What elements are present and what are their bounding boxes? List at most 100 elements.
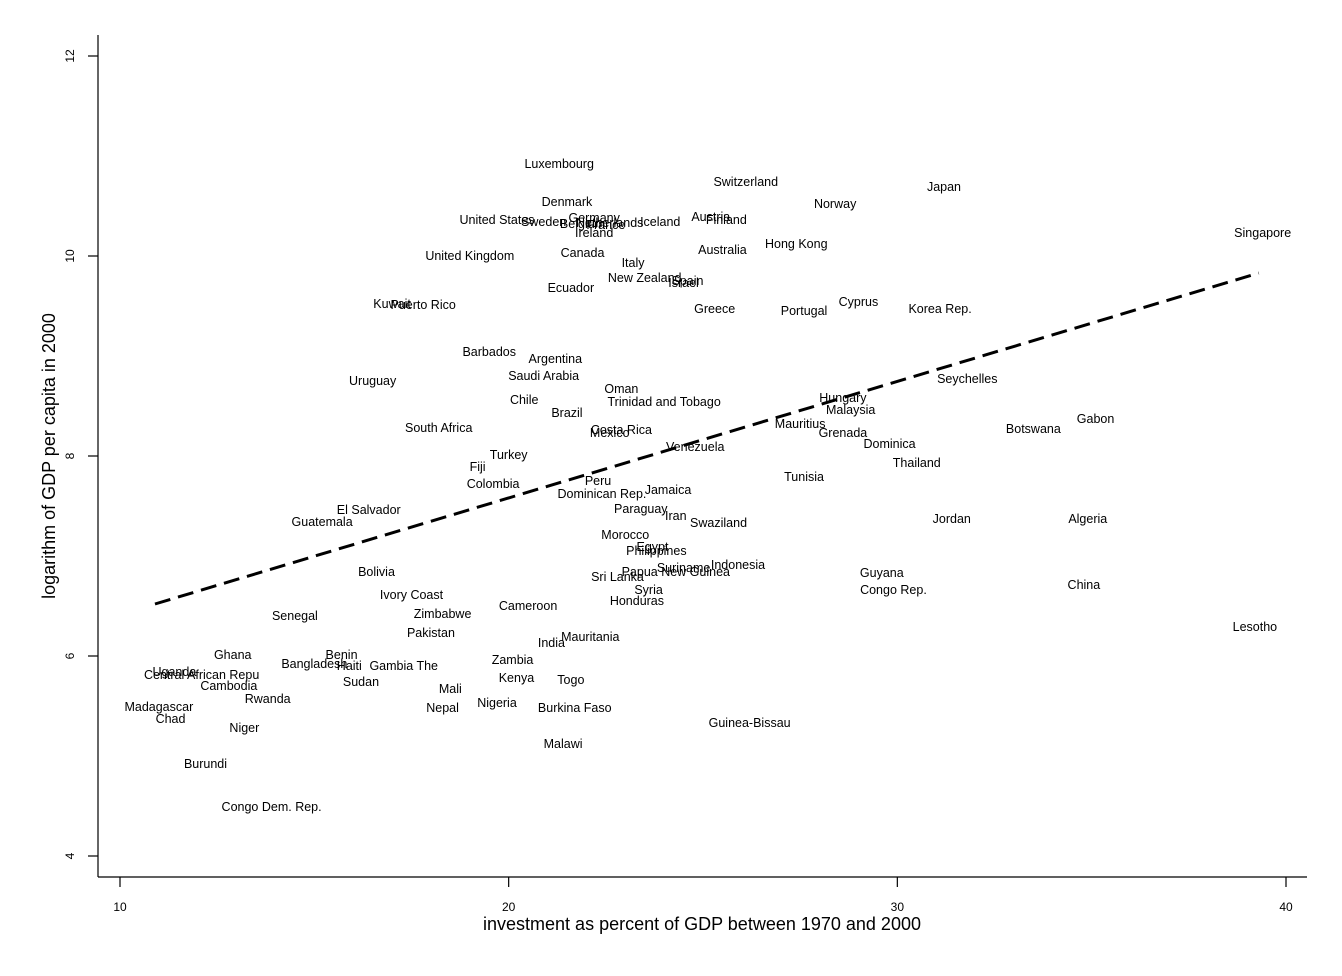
country-label: Kuwait <box>373 297 411 311</box>
country-label: Korea Rep. <box>908 302 971 316</box>
country-label: Zimbabwe <box>414 607 472 621</box>
country-label: Grenada <box>819 426 868 440</box>
country-label: Honduras <box>610 594 664 608</box>
country-label: Colombia <box>467 477 520 491</box>
country-label: Seychelles <box>937 372 997 386</box>
country-label: Paraguay <box>614 502 668 516</box>
y-tick-label: 10 <box>63 249 77 263</box>
country-label: France <box>586 218 625 232</box>
country-label: Madagascar <box>124 700 193 714</box>
country-label: Burundi <box>184 757 227 771</box>
country-label: Denmark <box>542 195 593 209</box>
country-label: Bolivia <box>358 565 395 579</box>
country-label: Gambia The <box>369 659 438 673</box>
country-label: Congo Dem. Rep. <box>222 800 322 814</box>
country-label: Tunisia <box>784 470 824 484</box>
x-tick-label: 20 <box>502 900 516 914</box>
country-label: Oman <box>604 382 638 396</box>
country-label: Central African Repu <box>144 668 259 682</box>
country-label: Portugal <box>781 304 828 318</box>
country-label: Australia <box>698 243 747 257</box>
fit-line <box>154 271 1260 606</box>
country-label: Jordan <box>933 512 971 526</box>
country-label: Haiti <box>337 659 362 673</box>
y-tick-label: 12 <box>63 49 77 63</box>
country-label: Swaziland <box>690 516 747 530</box>
country-label: Austria <box>691 210 730 224</box>
country-label: Malawi <box>544 737 583 751</box>
country-label: Guatemala <box>292 515 353 529</box>
y-axis-title: logarithm of GDP per capita in 2000 <box>39 313 59 599</box>
country-label: Mauritania <box>561 630 619 644</box>
country-label: Indonesia <box>711 558 765 572</box>
country-label: Finland <box>706 213 747 227</box>
country-label: Spain <box>671 274 703 288</box>
country-label: Syria <box>634 583 663 597</box>
country-label: China <box>1068 578 1101 592</box>
country-label: United States <box>459 213 534 227</box>
country-label: Morocco <box>601 528 649 542</box>
country-points: Luxembourg Switzerland Japan Denmark Norway U… <box>124 157 1291 814</box>
country-label: Hong Kong <box>765 237 828 251</box>
country-label: Ireland <box>575 226 613 240</box>
country-label: Cambodia <box>200 679 257 693</box>
country-label: Kenya <box>499 671 534 685</box>
country-label: Pakistan <box>407 626 455 640</box>
y-tick-label: 4 <box>63 852 77 859</box>
country-label: Brazil <box>551 406 582 420</box>
country-label: Benin <box>326 648 358 662</box>
country-label: Cyprus <box>839 295 879 309</box>
country-label: Israel <box>668 276 699 290</box>
y-tick-label: 8 <box>63 452 77 459</box>
country-label: Togo <box>557 673 584 687</box>
x-tick-label: 30 <box>891 900 905 914</box>
country-label: Trinidad and Tobago <box>607 395 720 409</box>
country-label: Uganda <box>153 665 197 679</box>
country-label: Mali <box>439 682 462 696</box>
country-label: Germany <box>568 211 620 225</box>
country-label: Lesotho <box>1233 620 1278 634</box>
country-label: Mauritius <box>775 417 826 431</box>
country-label: Cameroon <box>499 599 557 613</box>
country-label: United Kingdom <box>425 249 514 263</box>
country-label: Argentina <box>529 352 583 366</box>
country-label: Niger <box>229 721 259 735</box>
country-label: Dominican Rep. <box>557 487 646 501</box>
country-label: Canada <box>561 246 605 260</box>
country-label: New Zealand <box>608 271 682 285</box>
country-label: Chad <box>156 712 186 726</box>
country-label: Netherlands <box>576 216 643 230</box>
country-label: Congo Rep. <box>860 583 927 597</box>
country-label: Egypt <box>636 540 668 554</box>
country-label: Sri Lanka <box>591 570 644 584</box>
country-label: El Salvador <box>337 503 401 517</box>
country-label: Ivory Coast <box>380 588 444 602</box>
country-label: Chile <box>510 393 539 407</box>
country-label: South Africa <box>405 421 472 435</box>
country-label: Guyana <box>860 566 904 580</box>
country-label: Ghana <box>214 648 252 662</box>
country-label: Philippines <box>626 544 686 558</box>
country-label: Switzerland <box>713 175 778 189</box>
country-label: Fiji <box>470 460 486 474</box>
x-axis-ticks: 10 20 30 40 <box>113 877 1293 914</box>
country-label: Luxembourg <box>524 157 594 171</box>
country-label: Mexico <box>590 426 630 440</box>
country-label: Dominica <box>864 437 916 451</box>
country-label: Puerto Rico <box>391 298 456 312</box>
country-label: Ecuador <box>548 281 595 295</box>
country-label: Zambia <box>492 653 534 667</box>
country-label: Guinea-Bissau <box>709 716 791 730</box>
country-label: Jamaica <box>645 483 692 497</box>
country-label: Belgium <box>560 217 605 231</box>
country-label: Nigeria <box>477 696 517 710</box>
country-label: Norway <box>814 197 857 211</box>
y-axis-ticks: 4 6 8 10 12 <box>63 49 98 859</box>
country-label: Venezuela <box>666 440 724 454</box>
x-tick-label: 10 <box>113 900 127 914</box>
country-label: Rwanda <box>245 692 291 706</box>
country-label: Saudi Arabia <box>508 369 579 383</box>
country-label: Papua New Guinea <box>622 565 730 579</box>
